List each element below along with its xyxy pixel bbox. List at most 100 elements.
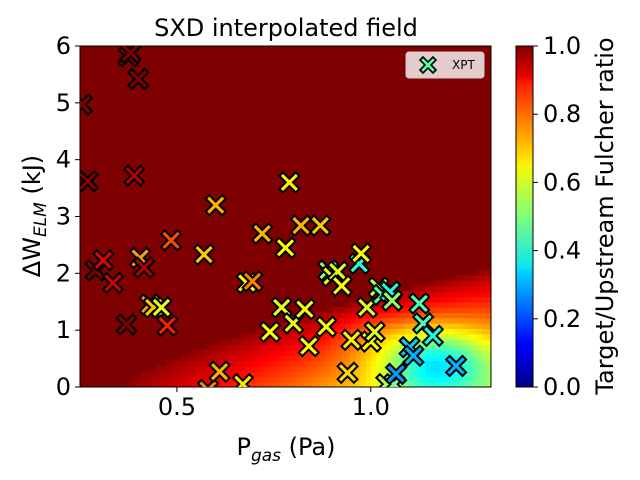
heatmap-cell — [245, 339, 252, 345]
heatmap-cell — [440, 381, 447, 387]
heatmap-cell — [455, 328, 462, 335]
heatmap-cell — [415, 365, 422, 372]
heatmap-cell — [430, 296, 437, 303]
x-axis-label-sub: gas — [251, 446, 281, 466]
heatmap-cell — [275, 339, 282, 345]
heatmap-cell — [430, 280, 437, 287]
heatmap-cell — [320, 360, 327, 367]
heatmap-cell — [430, 355, 437, 361]
heatmap-cell — [310, 381, 317, 387]
heatmap-cell — [315, 323, 322, 329]
heatmap-cell — [145, 376, 151, 383]
heatmap-cell — [175, 371, 181, 377]
heatmap-cell — [205, 376, 211, 383]
heatmap-cell — [330, 339, 337, 345]
heatmap-cell — [400, 317, 407, 324]
heatmap-cell — [220, 339, 226, 345]
heatmap-cell — [455, 280, 462, 287]
xpt-point — [80, 169, 100, 193]
xpt-point — [132, 256, 156, 280]
heatmap-cell — [465, 307, 472, 314]
heatmap-cell — [450, 381, 457, 387]
heatmap-cell — [465, 328, 472, 335]
heatmap-cell — [475, 365, 482, 372]
heatmap-cell — [225, 349, 231, 356]
heatmap-cell — [475, 339, 482, 345]
xpt-point — [101, 271, 125, 295]
heatmap-cell — [300, 381, 307, 387]
heatmap-cell — [305, 381, 312, 387]
heatmap-cell — [255, 344, 262, 351]
heatmap-cell — [305, 328, 312, 335]
heatmap-cell — [355, 349, 362, 356]
heatmap-cell — [320, 365, 327, 372]
heatmap-cell — [170, 360, 176, 367]
heatmap-cell — [455, 333, 462, 340]
heatmap-cell — [360, 376, 367, 383]
heatmap-cell — [275, 360, 282, 367]
heatmap-cell — [280, 344, 287, 351]
heatmap-cell — [345, 328, 352, 335]
heatmap-cell — [240, 344, 246, 351]
heatmap-cell — [440, 328, 447, 335]
heatmap-cell — [235, 355, 241, 361]
y-tick-label: 5 — [56, 89, 71, 117]
heatmap-cell — [290, 328, 297, 335]
heatmap-cell — [160, 365, 166, 372]
heatmap-cell — [145, 371, 151, 377]
heatmap-cell — [470, 328, 477, 335]
heatmap-cell — [365, 296, 372, 303]
heatmap-cell — [350, 323, 357, 329]
heatmap-cell — [205, 349, 211, 356]
heatmap-cell — [180, 355, 186, 361]
heatmap-cell — [445, 349, 452, 356]
heatmap-cell — [475, 355, 482, 361]
heatmap-cell — [485, 323, 491, 329]
heatmap-cell — [420, 312, 427, 319]
heatmap-cell — [275, 355, 282, 361]
heatmap-cell — [350, 344, 357, 351]
heatmap-cell — [440, 301, 447, 308]
heatmap-cell — [385, 328, 392, 335]
heatmap-cell — [250, 376, 257, 383]
heatmap-cell — [305, 365, 312, 372]
heatmap-cell — [310, 360, 317, 367]
heatmap-cell — [440, 317, 447, 324]
heatmap-cell — [440, 365, 447, 372]
heatmap-cell — [455, 275, 462, 282]
heatmap-cell — [420, 291, 427, 298]
heatmap-cell — [240, 349, 246, 356]
heatmap-cell — [460, 333, 467, 340]
heatmap-cell — [135, 381, 141, 387]
xpt-point — [258, 320, 282, 344]
heatmap-cell — [415, 371, 422, 377]
heatmap-cell — [305, 349, 312, 356]
heatmap-cell — [330, 365, 337, 372]
heatmap-cell — [235, 360, 241, 367]
heatmap-cell — [320, 355, 327, 361]
heatmap-cell — [225, 344, 231, 351]
heatmap-cell — [475, 344, 482, 351]
xpt-point — [380, 289, 404, 313]
heatmap-cell — [320, 376, 327, 383]
heatmap-cell — [270, 371, 277, 377]
heatmap-cell — [375, 349, 382, 356]
xpt-scatter — [80, 46, 468, 387]
heatmap-cell — [465, 296, 472, 303]
y-tick-label: 0 — [56, 373, 71, 401]
heatmap-cell — [150, 376, 156, 383]
heatmap-cell — [175, 365, 181, 372]
heatmap-cell — [180, 381, 186, 387]
heatmap-cell — [475, 376, 482, 383]
heatmap-cell — [165, 381, 171, 387]
heatmap-cell — [410, 365, 417, 372]
heatmap-cell — [460, 339, 467, 345]
heatmap-cell — [460, 312, 467, 319]
x-axis: 0.5 1.0 — [158, 387, 390, 421]
heatmap-cell — [485, 371, 491, 377]
heatmap-cell — [190, 365, 196, 372]
heatmap-cell — [405, 291, 412, 298]
heatmap-cell — [295, 344, 302, 351]
heatmap-cell — [230, 371, 236, 377]
colorbar-ticks: 0.0 0.2 0.4 0.6 0.8 1.0 — [533, 32, 581, 401]
